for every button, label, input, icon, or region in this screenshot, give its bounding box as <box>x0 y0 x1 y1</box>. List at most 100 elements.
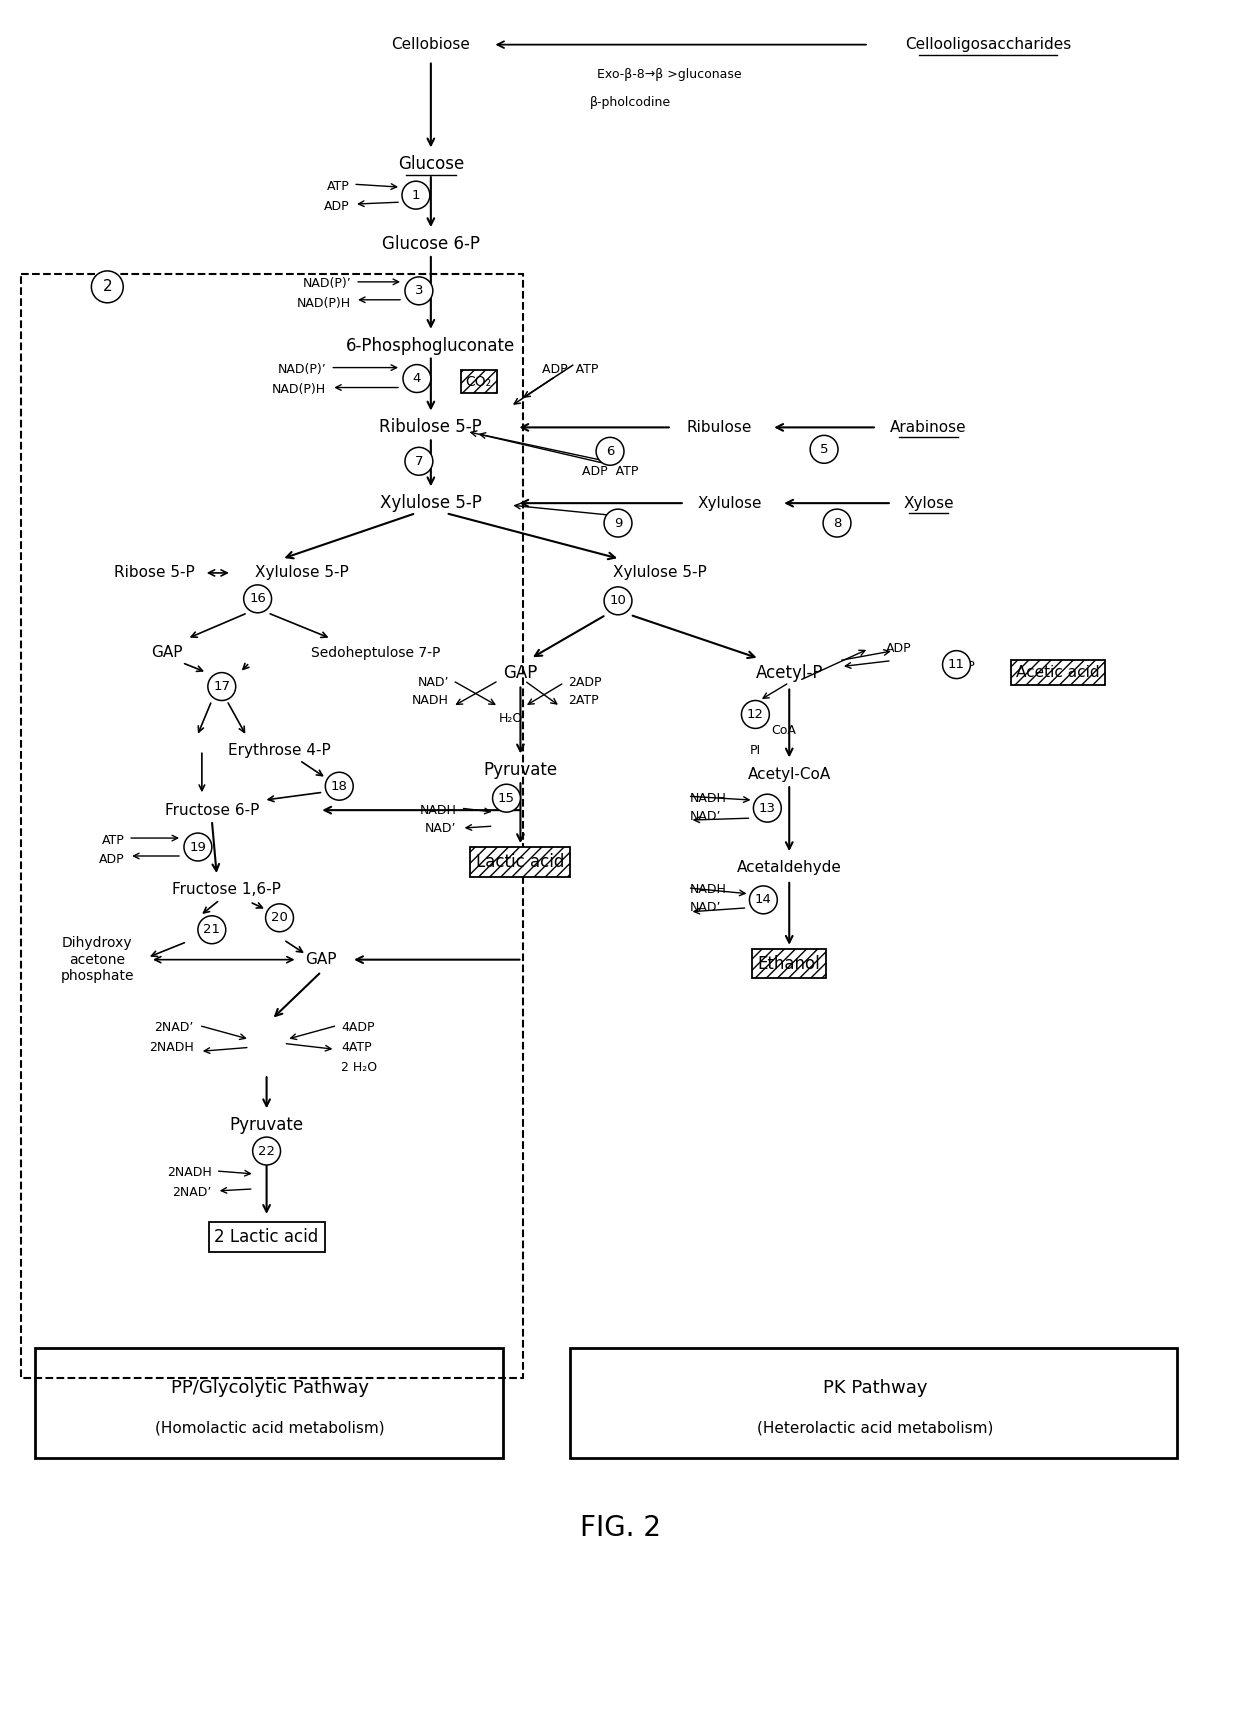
Circle shape <box>184 833 212 860</box>
Text: Xylulose: Xylulose <box>697 496 761 511</box>
Circle shape <box>810 436 838 463</box>
Circle shape <box>942 652 971 679</box>
Text: 2ADP: 2ADP <box>568 675 601 689</box>
Text: 21: 21 <box>203 923 221 937</box>
Text: ADP: ADP <box>324 200 350 212</box>
Text: CoA: CoA <box>771 723 796 737</box>
Text: NADH: NADH <box>412 694 449 706</box>
Text: Pyruvate: Pyruvate <box>229 1117 304 1134</box>
Text: Fructose 1,6-P: Fructose 1,6-P <box>172 882 281 898</box>
Text: 3: 3 <box>414 284 423 298</box>
Text: Ribose 5-P: Ribose 5-P <box>114 566 195 580</box>
Circle shape <box>208 672 236 701</box>
Circle shape <box>198 917 226 944</box>
Text: 8: 8 <box>833 516 841 530</box>
Text: ADP  ATP: ADP ATP <box>582 465 639 477</box>
Text: GAP: GAP <box>503 663 538 682</box>
Text: NAD(P)’: NAD(P)’ <box>303 277 351 291</box>
Text: Xylulose 5-P: Xylulose 5-P <box>254 566 348 580</box>
Circle shape <box>405 277 433 304</box>
Circle shape <box>749 886 777 913</box>
Text: NADH: NADH <box>689 792 727 805</box>
Text: NAD’: NAD’ <box>425 821 456 834</box>
Circle shape <box>596 438 624 465</box>
Text: 15: 15 <box>498 792 515 805</box>
Text: 2NAD’: 2NAD’ <box>155 1021 193 1035</box>
Text: 10: 10 <box>610 595 626 607</box>
Text: NADH: NADH <box>420 804 456 817</box>
Text: ADP  ATP: ADP ATP <box>542 363 599 376</box>
Text: 4ATP: 4ATP <box>341 1041 372 1053</box>
Text: Acetyl-CoA: Acetyl-CoA <box>748 766 831 781</box>
Text: H₂O: H₂O <box>498 711 522 725</box>
Text: 4ADP: 4ADP <box>341 1021 374 1035</box>
Text: PP/Glycolytic Pathway: PP/Glycolytic Pathway <box>171 1380 368 1397</box>
Text: NAD(P)’: NAD(P)’ <box>278 363 326 376</box>
Text: 13: 13 <box>759 802 776 814</box>
Text: NAD’: NAD’ <box>418 675 449 689</box>
Text: Sedoheptulose 7-P: Sedoheptulose 7-P <box>311 646 440 660</box>
Text: 2NADH: 2NADH <box>149 1041 193 1053</box>
Text: Glucose 6-P: Glucose 6-P <box>382 234 480 253</box>
Text: Xylose: Xylose <box>903 496 954 511</box>
Circle shape <box>742 701 769 728</box>
Text: 4: 4 <box>413 373 422 385</box>
Text: Glucose: Glucose <box>398 156 464 173</box>
Circle shape <box>265 905 294 932</box>
Text: ATP: ATP <box>954 660 976 674</box>
Text: Lactic acid: Lactic acid <box>476 853 564 870</box>
Text: PI: PI <box>750 744 761 758</box>
Text: 7: 7 <box>414 455 423 469</box>
Text: 9: 9 <box>614 516 622 530</box>
Text: Arabinose: Arabinose <box>890 421 967 434</box>
Text: Pyruvate: Pyruvate <box>484 761 558 780</box>
Text: PK Pathway: PK Pathway <box>822 1380 928 1397</box>
Text: Cellobiose: Cellobiose <box>392 38 470 51</box>
Text: Xylulose 5-P: Xylulose 5-P <box>613 566 707 580</box>
Text: Ethanol: Ethanol <box>758 954 821 973</box>
Text: NADH: NADH <box>689 884 727 896</box>
Circle shape <box>403 364 430 393</box>
Text: 2ATP: 2ATP <box>568 694 599 706</box>
Text: Dihydroxy
acetone
phosphate: Dihydroxy acetone phosphate <box>61 937 134 983</box>
Circle shape <box>402 181 430 209</box>
Text: Acetyl-P: Acetyl-P <box>755 663 823 682</box>
Text: CO₂: CO₂ <box>465 374 492 388</box>
Text: Cellooligosaccharides: Cellooligosaccharides <box>905 38 1071 51</box>
Circle shape <box>754 793 781 823</box>
Text: 6-Phosphogluconate: 6-Phosphogluconate <box>346 337 516 354</box>
Circle shape <box>405 448 433 475</box>
Text: (Heterolactic acid metabolism): (Heterolactic acid metabolism) <box>756 1421 993 1436</box>
Text: Xylulose 5-P: Xylulose 5-P <box>379 494 482 513</box>
Text: ADP: ADP <box>99 853 124 867</box>
Text: 19: 19 <box>190 841 206 853</box>
Text: 2NADH: 2NADH <box>167 1166 212 1180</box>
Text: 2: 2 <box>103 279 112 294</box>
Text: ATP: ATP <box>102 833 124 846</box>
Text: 6: 6 <box>606 445 614 458</box>
Text: Ribulose 5-P: Ribulose 5-P <box>379 419 482 436</box>
Text: 16: 16 <box>249 592 267 605</box>
Circle shape <box>492 785 521 812</box>
Text: FIG. 2: FIG. 2 <box>579 1513 661 1542</box>
Text: Fructose 6-P: Fructose 6-P <box>165 802 259 817</box>
Text: 2 H₂O: 2 H₂O <box>341 1060 377 1074</box>
Text: 17: 17 <box>213 681 231 693</box>
Text: 2NAD’: 2NAD’ <box>172 1187 212 1199</box>
Text: Exo-β-8→β >gluconase: Exo-β-8→β >gluconase <box>598 68 742 80</box>
Text: GAP: GAP <box>305 952 337 968</box>
Text: NAD(P)H: NAD(P)H <box>273 383 326 397</box>
Text: NAD’: NAD’ <box>689 901 722 915</box>
Text: NAD’: NAD’ <box>689 809 722 823</box>
Circle shape <box>823 510 851 537</box>
Text: 20: 20 <box>272 911 288 925</box>
Circle shape <box>92 270 123 303</box>
Circle shape <box>604 510 632 537</box>
Text: Erythrose 4-P: Erythrose 4-P <box>228 742 331 758</box>
Circle shape <box>325 773 353 800</box>
Text: 11: 11 <box>949 658 965 670</box>
Text: 2 Lactic acid: 2 Lactic acid <box>215 1228 319 1247</box>
Text: 18: 18 <box>331 780 347 793</box>
Circle shape <box>253 1137 280 1165</box>
Text: 5: 5 <box>820 443 828 457</box>
